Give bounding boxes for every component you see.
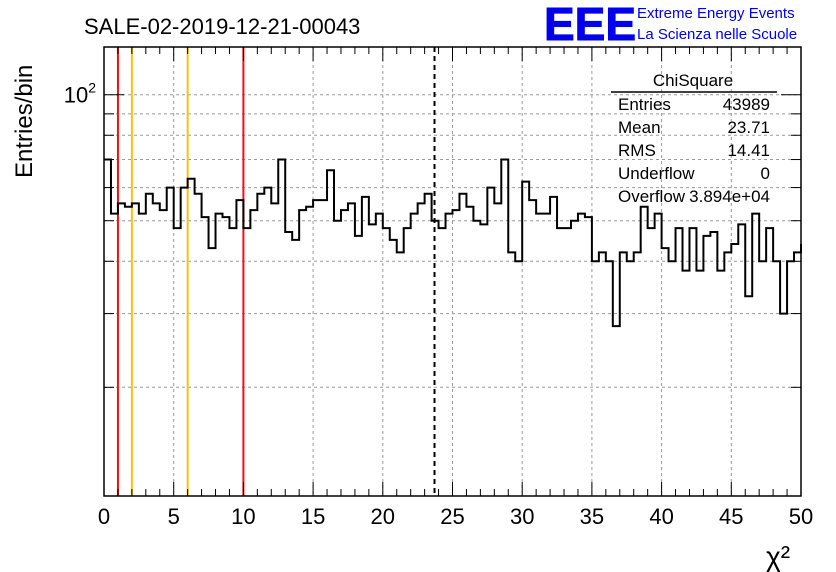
stats-label: Entries: [618, 95, 671, 114]
stats-label: RMS: [618, 141, 656, 160]
x-tick-label: 0: [98, 504, 110, 529]
stats-value: 0: [761, 164, 770, 183]
logo-line-1: Extreme Energy Events: [637, 5, 795, 22]
stats-label: Overflow: [618, 187, 686, 206]
x-tick-label: 50: [789, 504, 813, 529]
reference-lines: [116, 47, 436, 496]
x-tick-label: 5: [168, 504, 180, 529]
y-axis-label: Entries/bin: [11, 65, 38, 178]
stats-value: 43989: [723, 95, 770, 114]
stats-value: 23.71: [727, 118, 770, 137]
chart-title: SALE-02-2019-12-21-00043: [84, 14, 360, 39]
x-tick-label: 40: [649, 504, 673, 529]
stats-value: 14.41: [727, 141, 770, 160]
x-axis-label: χ²: [766, 541, 790, 572]
y-tick-label: 102: [64, 80, 96, 108]
axis-ticks: 0 5 10 15 20 25 30 35 40 45 50 102: [64, 47, 813, 529]
x-tick-label: 25: [440, 504, 464, 529]
x-tick-label: 30: [510, 504, 534, 529]
x-tick-label: 45: [719, 504, 743, 529]
stats-value: 3.894e+04: [689, 187, 770, 206]
stats-label: Underflow: [618, 164, 695, 183]
stats-title: ChiSquare: [653, 71, 733, 90]
histogram-series: [104, 158, 802, 328]
logo-line-2: La Scienza nelle Scuole: [637, 26, 797, 43]
eee-logo: EEE Extreme Energy Events La Scienza nel…: [544, 0, 798, 51]
stats-box: ChiSquare Entries 43989 Mean 23.71 RMS 14.41 U…: [611, 71, 777, 206]
x-tick-label: 35: [580, 504, 604, 529]
grid-lines: [104, 47, 801, 496]
x-tick-label: 15: [301, 504, 325, 529]
x-tick-label: 20: [371, 504, 395, 529]
x-tick-label: 10: [231, 504, 255, 529]
logo-letters: EEE: [544, 0, 636, 50]
stats-label: Mean: [618, 118, 661, 137]
